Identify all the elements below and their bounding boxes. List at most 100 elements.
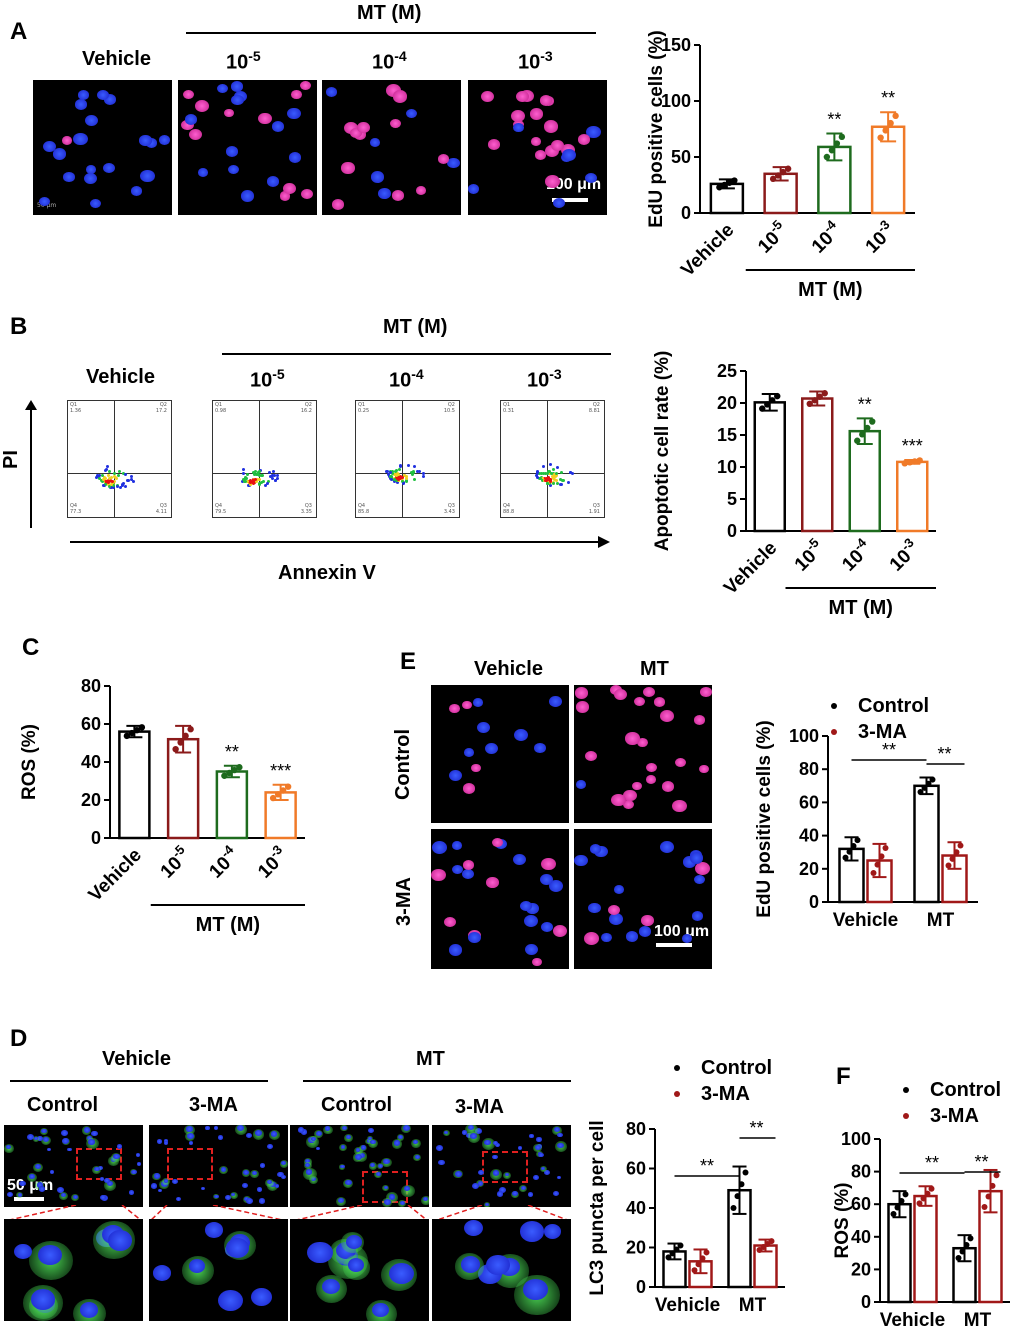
cell-nucleus bbox=[557, 1133, 563, 1138]
y-tick-label: 100 bbox=[841, 1129, 871, 1149]
flow-event bbox=[561, 478, 565, 482]
q1-value: 0.25 bbox=[358, 408, 370, 414]
cell-nucleus bbox=[613, 688, 628, 701]
panel-letter-b: B bbox=[10, 313, 28, 340]
significance-mark: ** bbox=[882, 740, 896, 760]
flow-event bbox=[275, 474, 279, 477]
category-label: 10-5 bbox=[788, 535, 829, 576]
cell-nucleus bbox=[116, 1144, 123, 1150]
cell-nucleus bbox=[584, 932, 600, 945]
cell-nucleus bbox=[315, 1130, 323, 1137]
panel-a-label-1e4: 10-4 bbox=[372, 48, 407, 74]
cell-nucleus bbox=[341, 1125, 348, 1131]
data-point bbox=[699, 1255, 706, 1262]
flow-event bbox=[394, 479, 398, 483]
flow-event bbox=[403, 473, 407, 477]
cell-nucleus bbox=[495, 1142, 501, 1147]
cell-nucleus bbox=[485, 1202, 490, 1207]
cell-nucleus bbox=[422, 1197, 428, 1202]
cell-nucleus bbox=[153, 1265, 172, 1281]
cell-nucleus bbox=[519, 1220, 544, 1242]
cell-nucleus bbox=[218, 1289, 244, 1312]
cell-nucleus bbox=[216, 83, 228, 93]
y-tick-label: 0 bbox=[681, 203, 691, 223]
cell-nucleus bbox=[77, 89, 90, 100]
data-point bbox=[726, 179, 733, 186]
cell-nucleus bbox=[637, 738, 648, 748]
flow-plot-1e3: Q1 0.31 Q2 8.81 Q3 1.91 Q4 88.8 bbox=[500, 400, 605, 518]
q4-value: 88.8 bbox=[503, 509, 515, 515]
cell-nucleus bbox=[243, 1169, 250, 1175]
flow-event bbox=[545, 482, 549, 486]
flow-event bbox=[101, 473, 105, 477]
flow-event bbox=[269, 475, 273, 479]
cell-nucleus bbox=[461, 1130, 468, 1135]
data-point bbox=[949, 855, 956, 862]
cell-nucleus bbox=[225, 1195, 232, 1201]
cell-nucleus bbox=[552, 1190, 559, 1197]
cell-nucleus bbox=[360, 1145, 366, 1150]
inset-connector-lines bbox=[4, 1205, 571, 1222]
data-point bbox=[716, 184, 723, 191]
data-point bbox=[955, 1254, 962, 1261]
cell-nucleus bbox=[91, 1130, 98, 1137]
micrograph-e-mt-3ma: 100 μm bbox=[574, 829, 712, 969]
flow-event bbox=[107, 474, 111, 478]
significance-mark: *** bbox=[270, 761, 291, 781]
category-label: 10-4 bbox=[805, 216, 846, 257]
flow-event bbox=[132, 479, 136, 483]
cell-nucleus bbox=[556, 1142, 564, 1149]
micrograph-a-1e4 bbox=[322, 80, 461, 215]
flow-event bbox=[547, 472, 551, 476]
cell-nucleus bbox=[130, 186, 143, 196]
flow-event bbox=[549, 462, 553, 466]
q3-label: Q3 bbox=[159, 503, 167, 509]
significance-mark: ** bbox=[225, 742, 239, 762]
flow-event bbox=[413, 464, 417, 468]
flow-event bbox=[259, 481, 263, 485]
flow-event bbox=[243, 480, 247, 484]
legend-marker bbox=[831, 703, 837, 709]
y-axis-label: ROS (%) bbox=[19, 724, 40, 800]
flow-event bbox=[246, 473, 250, 477]
cell-nucleus bbox=[213, 1125, 219, 1130]
cell-nucleus bbox=[153, 1173, 160, 1179]
cell-nucleus bbox=[653, 696, 666, 707]
flow-event bbox=[549, 479, 553, 483]
y-axis-label: EdU positive cells (%) bbox=[754, 720, 775, 917]
flow-event bbox=[272, 473, 276, 477]
flow-event bbox=[409, 471, 413, 475]
data-point bbox=[769, 175, 777, 183]
cell-nucleus bbox=[553, 198, 566, 209]
bar bbox=[913, 1194, 938, 1304]
flow-event bbox=[555, 474, 559, 478]
panel-b-x-arrow bbox=[70, 536, 610, 548]
cell-nucleus bbox=[383, 1199, 391, 1205]
cell-nucleus bbox=[467, 932, 481, 943]
data-point bbox=[869, 418, 876, 425]
panel-letter-c: C bbox=[22, 634, 40, 661]
cell-nucleus bbox=[477, 722, 491, 734]
flow-event bbox=[108, 486, 112, 490]
category-label: 10-5 bbox=[751, 217, 792, 258]
cell-nucleus bbox=[493, 1140, 498, 1145]
flow-event bbox=[241, 471, 245, 475]
flow-event bbox=[395, 468, 399, 472]
cell-nucleus bbox=[61, 1193, 66, 1198]
cell-nucleus bbox=[225, 146, 239, 157]
flow-event bbox=[251, 482, 255, 486]
cell-nucleus bbox=[305, 1159, 311, 1164]
cell-nucleus bbox=[643, 687, 656, 698]
chart-b-apoptosis: 0 5 10 15 20 25 Apoptotic cell rate (%) Vehicle… bbox=[652, 351, 936, 619]
flow-event bbox=[548, 483, 552, 487]
legend-label: 3-MA bbox=[858, 721, 907, 743]
flow-event bbox=[258, 482, 262, 486]
panel-letter-a: A bbox=[10, 18, 28, 45]
flow-event bbox=[541, 465, 545, 469]
flow-event bbox=[541, 476, 545, 480]
q3-label: Q3 bbox=[447, 503, 455, 509]
cell-nucleus bbox=[531, 957, 542, 967]
q1-value: 0.31 bbox=[503, 408, 515, 414]
micrograph-e-mt-control bbox=[574, 685, 712, 823]
panel-b-label-1e4: 10-4 bbox=[389, 366, 424, 392]
